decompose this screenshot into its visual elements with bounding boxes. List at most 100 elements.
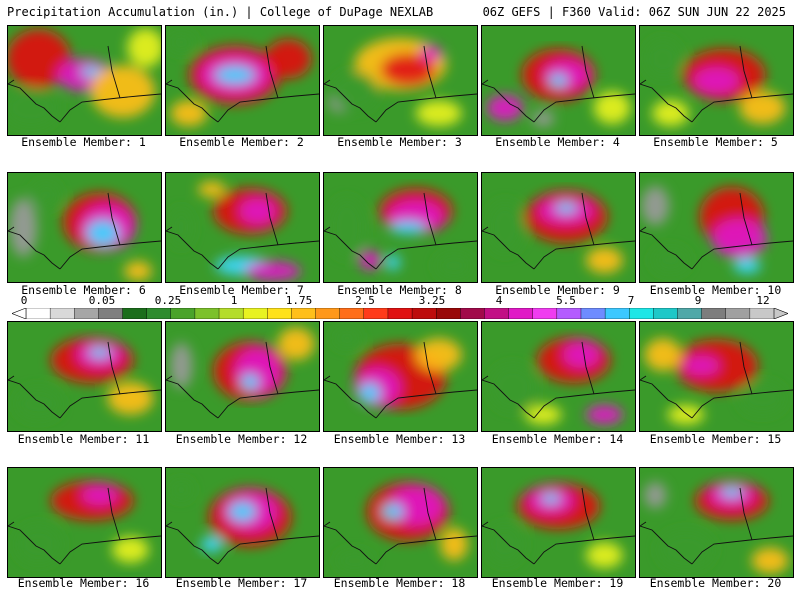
precip-blob-magenta [420,45,443,62]
boundary-line [107,192,121,246]
colorbar-tick-label: 4 [495,294,503,307]
colorbar-tick-label: 7 [627,294,635,307]
boundary-line [59,93,161,123]
precip-blob-cyan [200,536,223,553]
precip-blob-green [15,524,62,564]
boundary-line [640,521,647,527]
precip-blob-green [489,364,536,411]
precip-blob-cyan [358,383,381,403]
boundary-line [8,525,61,565]
boundary-line [581,341,595,395]
colorbar-swatch [411,308,437,319]
boundary-line [533,535,635,565]
boundary-line [482,83,535,123]
boundary-line [423,341,437,395]
boundary-line [739,192,753,246]
colorbar-swatch [363,308,389,319]
colorbar-swatch [604,308,630,319]
colorbar-swatch [74,308,99,319]
precip-blob-orange [415,338,462,372]
ensemble-member-label: Ensemble Member: 20 [649,576,782,590]
boundary-line [166,83,219,123]
precip-blob-green [167,32,196,53]
precip-blob-orange [644,338,682,372]
boundary-line [166,521,173,527]
colorbar-swatch [387,308,413,319]
precip-field [324,26,477,135]
precip-blob-magenta [586,404,623,425]
precip-blob-magenta [711,218,767,259]
ensemble-map-panel [323,321,478,432]
precip-field [640,468,793,577]
precip-blob-yellow [593,91,631,125]
colorbar-tick-label: 5.5 [556,294,576,307]
precip-blob-green [15,387,62,421]
colorbar-swatch [556,308,582,319]
colorbar-swatch [315,308,341,319]
precip-blob-orange [198,181,226,198]
boundary-line [691,240,793,270]
colorbar-swatch [484,308,510,319]
boundary-line [375,240,477,270]
boundary-line [166,375,173,381]
precip-blob-green [435,252,473,279]
boundary-line [375,389,477,419]
precip-blob-orange [90,65,155,118]
boundary-line [691,93,793,123]
boundary-line [533,93,635,123]
ensemble-member-label: Ensemble Member: 6 [21,283,146,297]
precip-field [166,173,319,282]
ensemble-member-label: Ensemble Member: 8 [337,283,462,297]
precip-field [482,26,635,135]
precip-blob-green [486,201,524,254]
boundary-line [581,45,595,99]
colorbar-tick-label: 0.25 [154,294,182,307]
precip-blob-magenta [486,94,524,121]
precip-blob-cyan [381,503,404,520]
boundary-line [324,83,377,123]
colorbar-swatch [435,308,461,319]
boundary-line [324,375,331,381]
colorbar-tick-label: 1.75 [285,294,313,307]
precip-blob-magenta [245,261,301,281]
colorbar-swatch [218,308,244,319]
precip-blob-green [333,328,361,349]
colorbar-swatch [267,308,293,319]
precip-field [8,26,161,135]
boundary-line [265,192,279,246]
boundary-line [8,226,15,232]
ensemble-member-label: Ensemble Member: 3 [337,135,462,149]
ensemble-member-label: Ensemble Member: 11 [17,432,150,446]
boundary-line [482,79,489,85]
boundary-line [265,45,279,99]
precip-field [8,468,161,577]
precip-blob-cyan [389,220,427,235]
precip-blob-green [336,550,373,571]
ensemble-member-label: Ensemble Member: 17 [175,576,308,590]
ensemble-map-panel [481,172,636,283]
ensemble-map-panel [7,25,162,136]
colorbar-max-arrow [773,308,788,319]
precip-blob-yellow [415,100,462,127]
ensemble-map-panel [481,321,636,432]
ensemble-member-label: Ensemble Member: 7 [179,283,304,297]
colorbar-swatch [291,308,317,319]
precip-blob-green [486,524,524,564]
precip-blob-orange [107,381,154,415]
boundary-line [324,525,377,565]
boundary-line [482,375,489,381]
colorbar-swatch [146,308,172,319]
colorbar-swatch [629,308,654,319]
precip-blob-cyan [86,219,120,247]
precip-blob-green [644,39,682,79]
colorbar-min-arrow [12,308,27,319]
ensemble-member-label: Ensemble Member: 12 [175,432,308,446]
boundary-line [324,521,331,527]
boundary-line [324,379,377,419]
precip-blob-yellow [524,404,562,425]
ensemble-member-label: Ensemble Member: 10 [649,283,782,297]
ensemble-member-label: Ensemble Member: 4 [495,135,620,149]
precip-blob-orange [751,547,789,574]
precip-field [640,26,793,135]
boundary-line [423,487,437,541]
